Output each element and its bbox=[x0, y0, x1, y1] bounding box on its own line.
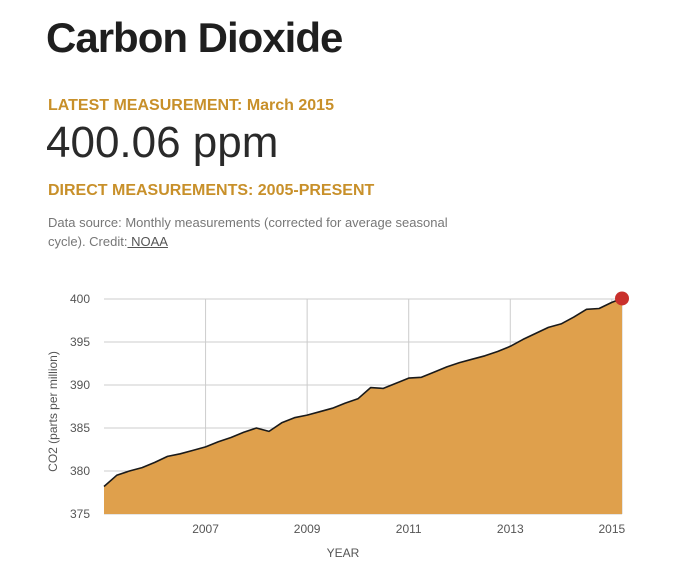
noaa-link[interactable]: NOAA bbox=[127, 234, 168, 249]
latest-measurement-label: LATEST MEASUREMENT: March 2015 bbox=[48, 97, 334, 114]
data-source-text: Data source: Monthly measurements (corre… bbox=[48, 215, 448, 249]
co2-area-fill bbox=[104, 298, 622, 514]
y-axis-title: CO2 (parts per million) bbox=[46, 351, 60, 472]
y-tick-label-395: 395 bbox=[70, 335, 90, 349]
x-tick-label-2013: 2013 bbox=[497, 522, 524, 536]
latest-point-marker[interactable] bbox=[615, 291, 629, 306]
direct-measurements-label: DIRECT MEASUREMENTS: 2005-PRESENT bbox=[48, 182, 375, 199]
y-tick-label-380: 380 bbox=[70, 464, 90, 478]
y-axis-ticks: 375 380 385 390 395 400 bbox=[70, 292, 90, 521]
y-tick-label-400: 400 bbox=[70, 292, 90, 306]
page-title: Carbon Dioxide bbox=[46, 14, 343, 61]
y-tick-label-385: 385 bbox=[70, 421, 90, 435]
x-axis-title: YEAR bbox=[327, 546, 360, 560]
y-tick-label-390: 390 bbox=[70, 378, 90, 392]
y-tick-label-375: 375 bbox=[70, 507, 90, 521]
x-tick-label-2015: 2015 bbox=[598, 522, 625, 536]
co2-line-series bbox=[103, 297, 623, 488]
data-source-note: Data source: Monthly measurements (corre… bbox=[48, 213, 478, 251]
x-tick-label-2011: 2011 bbox=[396, 522, 422, 536]
x-tick-label-2009: 2009 bbox=[294, 522, 321, 536]
x-tick-label-2007: 2007 bbox=[192, 522, 219, 536]
latest-measurement-value: 400.06 ppm bbox=[46, 118, 279, 167]
x-axis-ticks: 2007 2009 2011 2013 2015 bbox=[192, 522, 625, 536]
